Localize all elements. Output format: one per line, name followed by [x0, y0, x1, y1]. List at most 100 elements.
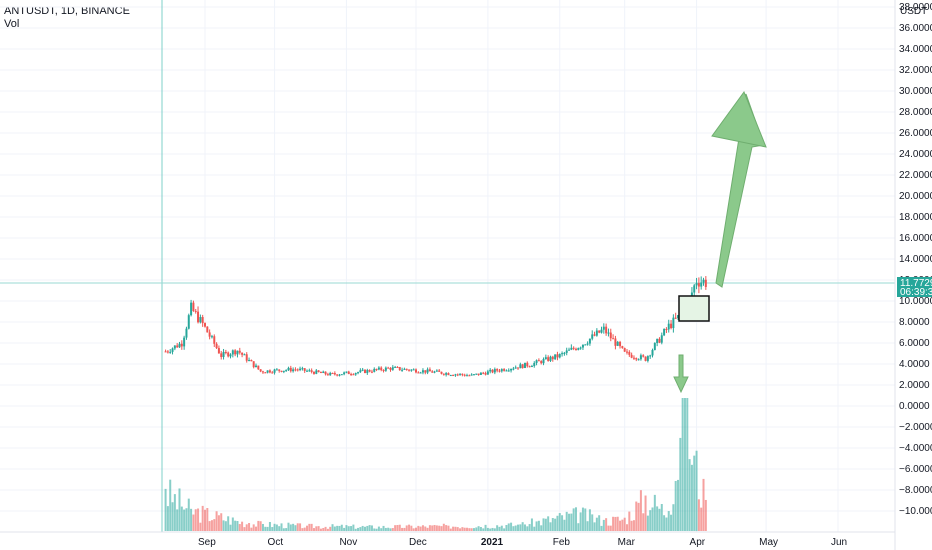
volume-bar	[292, 523, 295, 531]
candle	[677, 314, 680, 320]
volume-bar	[347, 526, 350, 531]
volume-bar	[259, 521, 262, 531]
volume-bar	[556, 515, 559, 531]
candle	[173, 345, 176, 351]
volume-bar	[210, 520, 213, 531]
volume-bar	[299, 523, 302, 531]
volume-bar	[591, 514, 594, 531]
candle	[183, 335, 186, 350]
volume-bar	[456, 527, 459, 531]
volume-bar	[322, 527, 325, 531]
candle	[479, 372, 482, 375]
candle	[482, 371, 485, 375]
candle	[637, 358, 640, 361]
volume-bar	[173, 494, 176, 531]
candle	[289, 365, 292, 373]
volume-bar	[180, 506, 183, 531]
volume-bar	[401, 527, 404, 531]
candle	[190, 299, 193, 317]
volume-bar	[503, 528, 506, 531]
volume-bar	[600, 525, 603, 531]
candle	[231, 349, 234, 358]
volume-bar	[417, 525, 420, 531]
candle	[394, 365, 397, 368]
volume-bar	[185, 508, 188, 531]
volume-bar	[350, 526, 353, 531]
candle	[702, 277, 705, 286]
volume-bar	[530, 518, 533, 531]
candle	[366, 368, 369, 375]
candle	[333, 371, 336, 376]
upward-arrow-head	[711, 90, 767, 148]
volume-bar	[514, 525, 517, 531]
volume-bar	[491, 527, 494, 531]
candle	[252, 361, 255, 369]
price-tag-price: 11.7729	[900, 278, 932, 289]
volume-bar	[679, 437, 682, 531]
y-tick-label: 26.0000	[899, 128, 932, 139]
volume-bar	[452, 526, 455, 531]
volume-bar	[419, 526, 422, 531]
volume-bar	[234, 520, 237, 531]
volume-bar	[547, 516, 550, 531]
candle	[347, 370, 350, 375]
candle	[544, 354, 547, 360]
candle	[415, 368, 417, 374]
candle	[257, 365, 260, 370]
candle	[238, 347, 241, 355]
x-tick-label: 2021	[481, 537, 504, 548]
candle	[324, 371, 327, 376]
candle	[426, 367, 429, 375]
y-tick-label: 2.0000	[899, 380, 930, 391]
candle	[359, 368, 362, 373]
volume-bar	[227, 516, 230, 531]
volume-bar	[690, 464, 693, 531]
candle	[621, 345, 624, 349]
volume-bar	[588, 509, 591, 531]
candle	[387, 366, 390, 369]
volume-bar	[366, 525, 369, 531]
volume-bar	[220, 513, 223, 531]
volume-bar	[626, 524, 628, 531]
volume-bar	[512, 526, 515, 531]
volume-bar	[352, 524, 355, 531]
candle	[178, 341, 181, 348]
candle	[528, 365, 531, 368]
volume-bar	[410, 525, 413, 531]
candle	[217, 345, 220, 354]
x-tick-label: Apr	[690, 537, 706, 548]
candle	[403, 367, 406, 370]
candle	[396, 366, 399, 368]
volume-bar	[568, 513, 571, 531]
volume-bar	[605, 518, 608, 531]
candle	[500, 368, 503, 373]
candle	[519, 362, 522, 369]
volume-bar	[489, 528, 492, 531]
volume-bar	[649, 510, 652, 531]
volume-bar	[273, 523, 276, 531]
candle	[605, 323, 608, 336]
candle	[294, 367, 297, 372]
volume-bar	[398, 524, 401, 531]
candle	[301, 366, 304, 371]
volume-bar	[326, 528, 329, 531]
x-tick-label: Dec	[409, 537, 427, 548]
volume-bar	[510, 522, 513, 531]
y-tick-label: 32.0000	[899, 65, 932, 76]
candle	[391, 365, 394, 371]
candle	[435, 369, 438, 372]
x-tick-label: Jun	[831, 537, 847, 548]
volume-bar	[535, 521, 538, 531]
candle	[199, 314, 202, 324]
candle	[433, 370, 436, 374]
y-tick-label: 22.0000	[899, 170, 932, 181]
candle	[651, 348, 654, 358]
candle	[273, 368, 276, 375]
volume-bar	[609, 525, 612, 531]
y-tick-label: 20.0000	[899, 191, 932, 202]
candle	[619, 340, 622, 349]
candle	[558, 353, 561, 359]
candle	[345, 371, 348, 374]
volume-bar	[498, 526, 501, 531]
